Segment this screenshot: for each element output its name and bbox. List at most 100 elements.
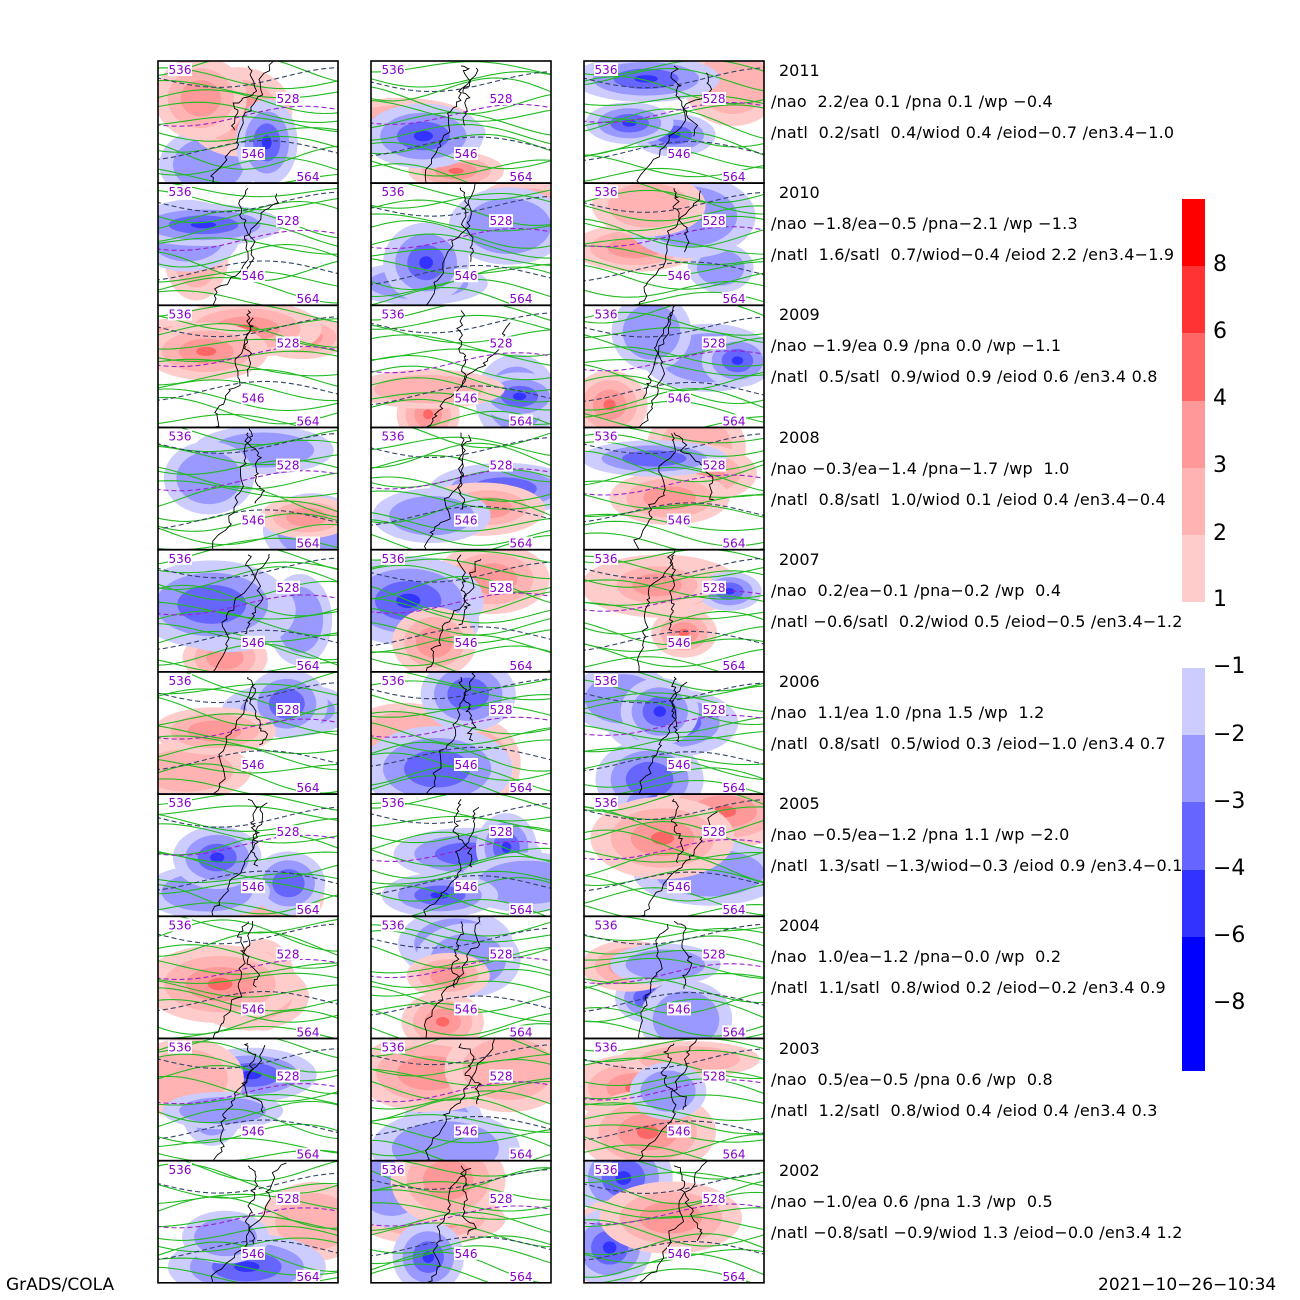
contour-label: 536 xyxy=(382,674,405,688)
height-contour xyxy=(584,67,764,92)
contour-label: 536 xyxy=(169,552,192,566)
map-panel: 536 528 546 564 xyxy=(583,182,765,306)
height-contour xyxy=(584,305,764,324)
anomaly-shade xyxy=(640,1070,696,1112)
height-contour xyxy=(584,725,764,742)
contour-label: 564 xyxy=(510,170,533,184)
contour-label-bg xyxy=(667,635,691,649)
contour-label: 546 xyxy=(668,880,691,894)
height-contour xyxy=(584,973,764,984)
height-contour xyxy=(371,825,551,844)
contour-label: 528 xyxy=(490,459,513,473)
height-contour xyxy=(371,722,551,746)
contour-label: 564 xyxy=(723,903,746,917)
contour-label-bg xyxy=(667,513,691,527)
anomaly-shade xyxy=(625,949,706,980)
anomaly-shade xyxy=(158,749,234,792)
anomaly-shade xyxy=(462,1038,551,1101)
height-contour xyxy=(584,494,764,509)
contour-label-bg xyxy=(168,796,192,810)
contour-label: 528 xyxy=(490,825,513,839)
height-contour xyxy=(371,77,551,102)
height-contour-dashed xyxy=(584,381,764,402)
contour-label: 536 xyxy=(169,1041,192,1055)
height-contour xyxy=(584,610,764,635)
height-contour-dashed xyxy=(371,957,551,979)
height-contour xyxy=(158,813,338,832)
anomaly-shade xyxy=(607,183,690,228)
anomaly-shade xyxy=(436,1017,450,1027)
height-contour xyxy=(371,1038,551,1057)
height-contour xyxy=(371,159,551,177)
height-contour xyxy=(158,902,296,917)
contour-label-bg xyxy=(489,825,513,839)
height-contour xyxy=(158,101,338,123)
height-contour-dashed xyxy=(584,963,764,985)
contour-label: 528 xyxy=(703,459,726,473)
contour-label-bg xyxy=(276,825,300,839)
coastline xyxy=(459,187,474,262)
contour-label-bg xyxy=(509,536,533,550)
contour-label-bg xyxy=(381,674,405,687)
height-contour xyxy=(371,455,551,483)
anomaly-shade xyxy=(286,507,328,527)
anomaly-shade xyxy=(501,841,512,853)
height-contour xyxy=(158,200,338,224)
height-contour xyxy=(584,794,764,812)
anomaly-shade xyxy=(176,451,242,505)
height-contour xyxy=(371,354,551,381)
contour-label: 564 xyxy=(510,537,533,551)
contour-label-bg xyxy=(296,1025,320,1039)
height-contour xyxy=(584,935,764,955)
colorbar-positive-segment xyxy=(1182,467,1205,535)
contour-label: 536 xyxy=(595,63,618,77)
height-contour xyxy=(584,852,764,883)
height-contour xyxy=(158,1266,338,1283)
height-contour xyxy=(158,1094,338,1106)
height-contour-dashed xyxy=(158,380,338,401)
contour-label: 536 xyxy=(595,552,618,566)
height-contour xyxy=(584,874,764,902)
contour-label: 546 xyxy=(668,269,691,283)
contour-label-bg xyxy=(276,458,300,472)
colorbar-tick: −3 xyxy=(1213,789,1246,814)
contour-label-bg xyxy=(509,1147,533,1161)
contour-label-bg xyxy=(667,1124,691,1138)
height-contour xyxy=(371,490,551,510)
contour-label: 528 xyxy=(490,581,513,595)
year-label: 2010 xyxy=(779,183,820,203)
contour-label-bg xyxy=(454,391,478,405)
height-contour xyxy=(584,76,764,105)
height-contour xyxy=(584,359,764,377)
contour-label: 546 xyxy=(668,1125,691,1139)
contour-label-bg xyxy=(722,1147,746,1161)
height-contour xyxy=(158,561,338,574)
colorbar-negative-segment xyxy=(1182,735,1205,803)
contour-label: 564 xyxy=(297,1148,320,1162)
coastline xyxy=(673,921,693,989)
contour-label-bg xyxy=(722,292,746,306)
contour-label-bg xyxy=(509,292,533,306)
contour-label-bg xyxy=(381,551,405,565)
height-contour xyxy=(371,1131,551,1157)
contour-label: 528 xyxy=(490,336,513,350)
height-contour xyxy=(158,805,338,821)
height-contour xyxy=(371,945,551,969)
index-line-2: /natl 1.6/satl 0.7/wiod−0.4 /eiod 2.2 /e… xyxy=(771,245,1175,265)
contour-label-bg xyxy=(667,269,691,283)
height-contour xyxy=(158,688,338,715)
anomaly-shade xyxy=(207,977,233,991)
height-contour xyxy=(158,580,338,601)
anomaly-shade xyxy=(622,305,681,360)
height-contour xyxy=(584,1174,764,1205)
colorbar-positive-segment xyxy=(1182,400,1205,468)
contour-label: 546 xyxy=(242,147,265,161)
height-contour xyxy=(158,566,338,591)
coastline xyxy=(212,683,255,794)
height-contour xyxy=(371,960,551,974)
height-contour xyxy=(371,123,551,145)
anomaly-shade xyxy=(724,588,735,595)
coastline xyxy=(425,672,476,794)
contour-label-bg xyxy=(454,1002,478,1016)
contour-label-bg xyxy=(296,1269,320,1283)
